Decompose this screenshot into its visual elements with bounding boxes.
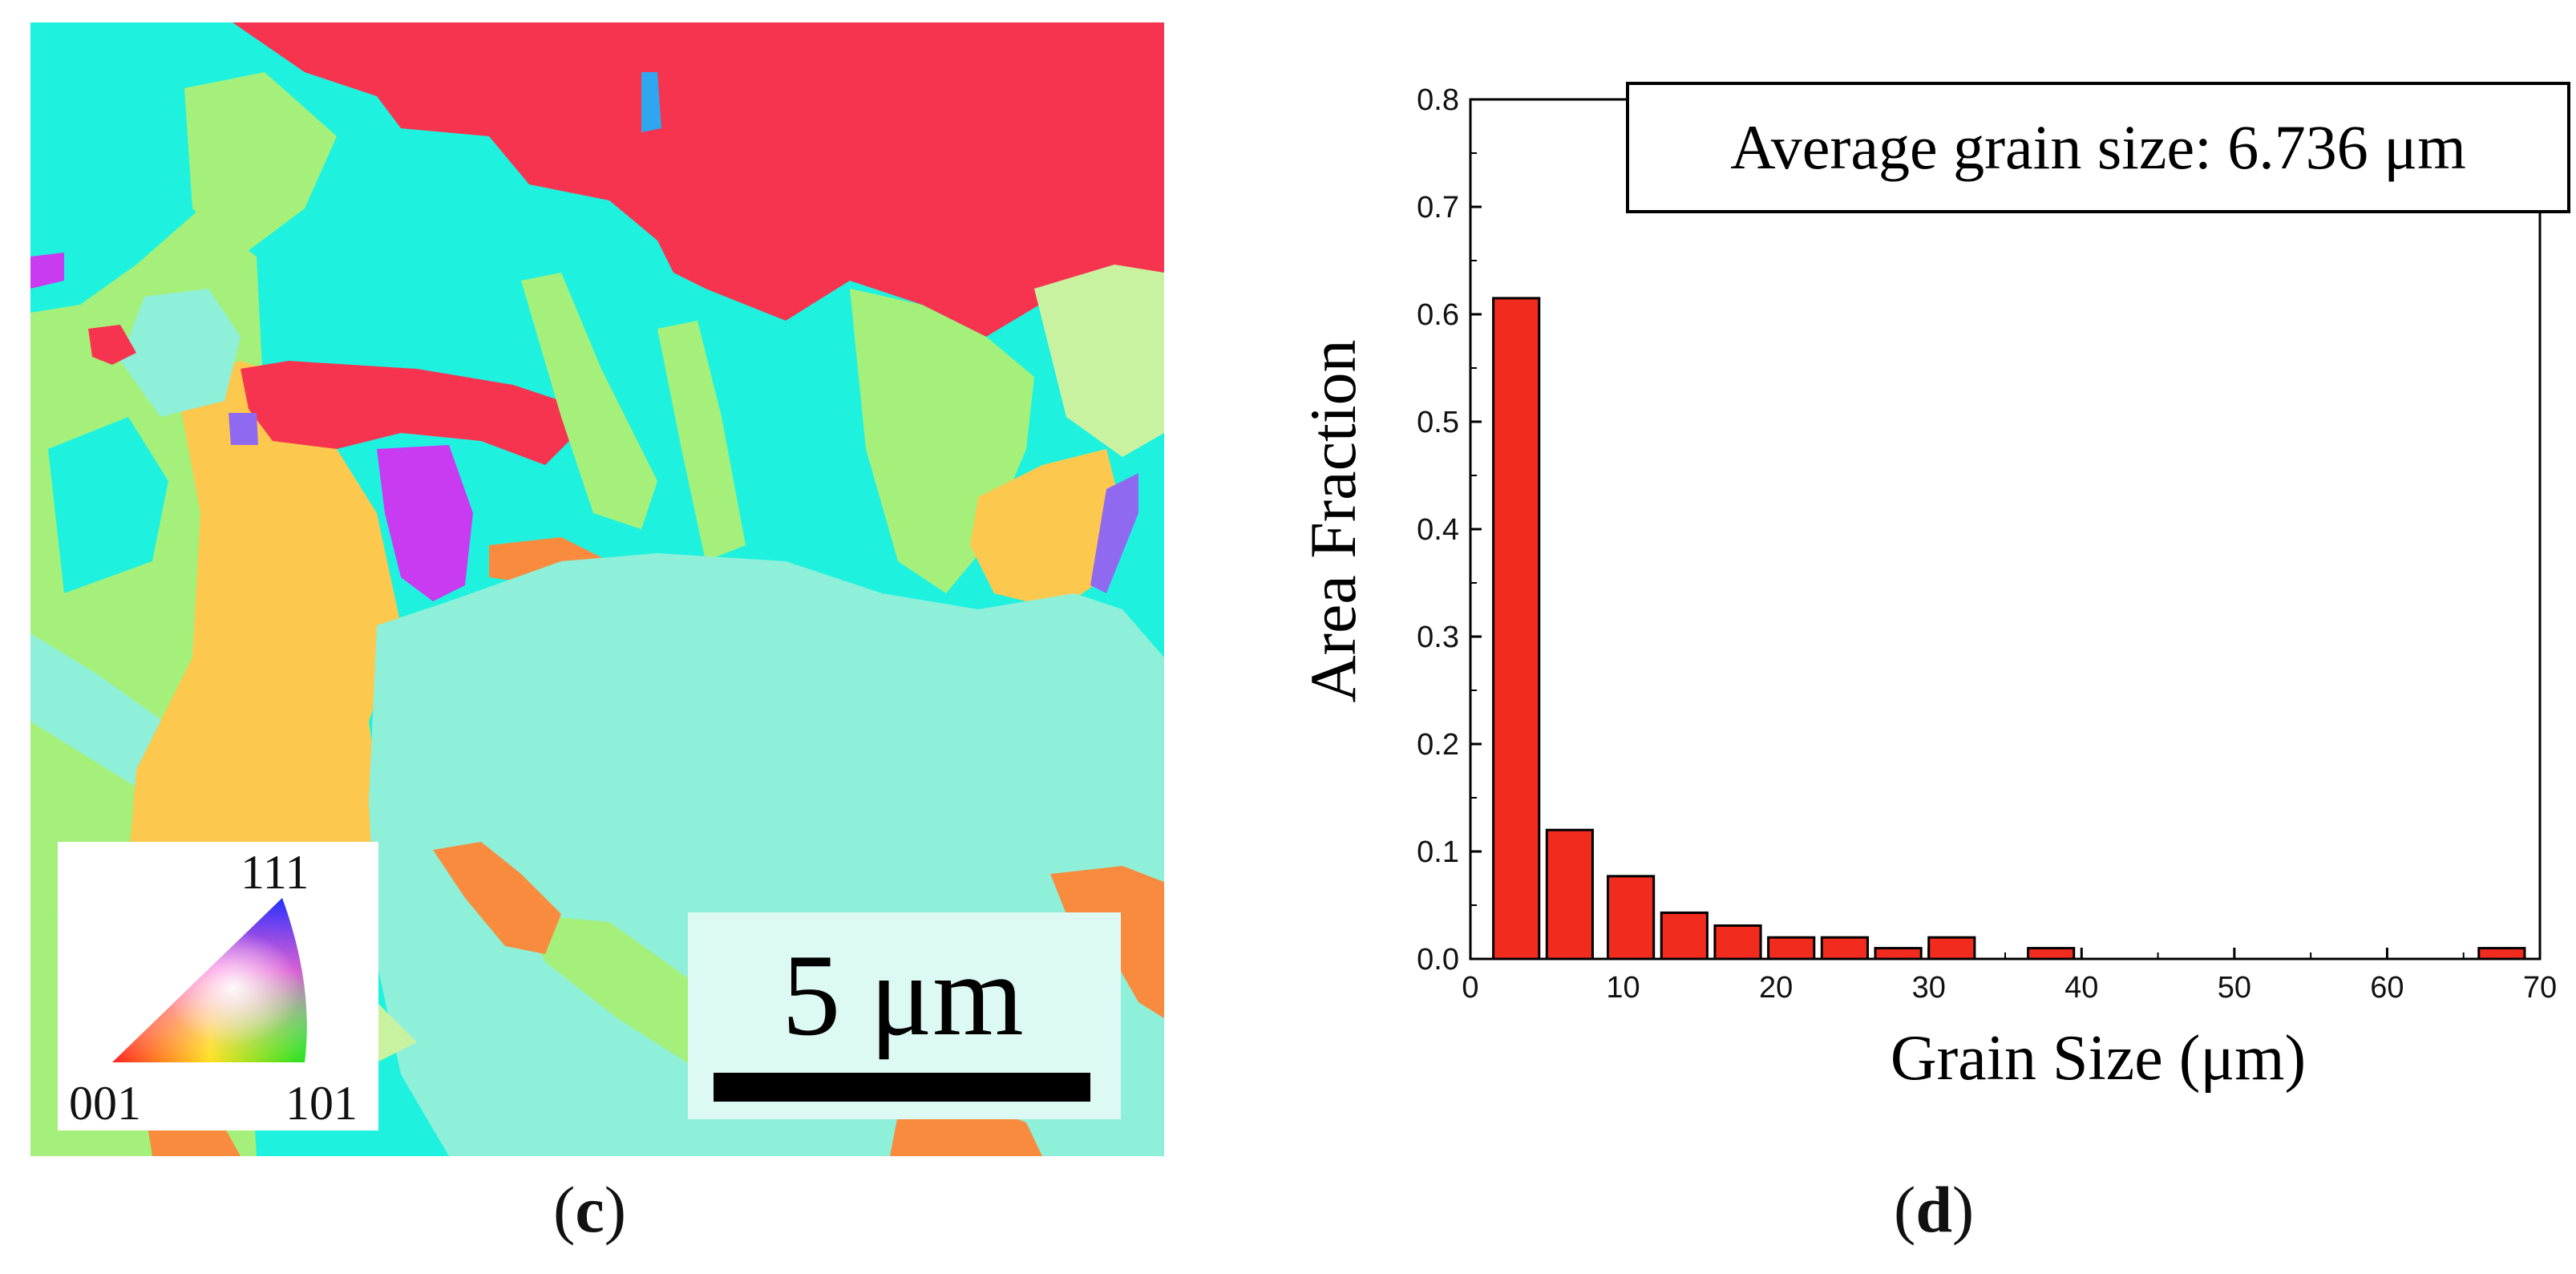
histogram-bar	[2477, 947, 2526, 961]
y-axis-ticks: 0.0 0.1 0.2 0.3 0.4 0.5 0.6 0.7 0.8	[1417, 83, 1482, 977]
y-tick-label: 0.2	[1417, 728, 1459, 762]
grain-magenta	[377, 445, 473, 601]
histogram-bar	[1820, 936, 1869, 961]
ipf-label-101: 101	[285, 1077, 358, 1130]
y-tick-label: 0.8	[1417, 83, 1459, 117]
scale-bar-line	[714, 1073, 1090, 1102]
plot-frame	[1469, 98, 2542, 961]
grain-cyan-island	[48, 417, 168, 593]
histogram-bar	[1874, 947, 1923, 961]
grain-copper-middle	[489, 537, 609, 585]
histogram-bar	[1607, 875, 1656, 961]
histogram-bar	[1660, 911, 1709, 961]
x-tick-label: 30	[1912, 971, 1946, 1005]
grain-orange-right	[970, 449, 1122, 609]
y-tick-label: 0.3	[1417, 621, 1459, 654]
x-axis-title: Grain Size (μm)	[1891, 1023, 2306, 1094]
histogram-bar	[1767, 936, 1816, 961]
grain-green-top	[184, 72, 337, 257]
histogram-bar	[2027, 947, 2076, 961]
y-tick-label: 0.4	[1417, 513, 1459, 547]
ipf-label-001: 001	[69, 1077, 141, 1130]
grain-blue-sliver	[641, 72, 661, 132]
histogram-bar	[1713, 924, 1762, 961]
ebsd-map-figure: 111 001 101 5 μm	[30, 22, 1164, 1156]
grain-yellow-green	[1034, 265, 1164, 457]
y-tick-label: 0.5	[1417, 406, 1459, 439]
grain-violet-right	[1090, 473, 1138, 593]
grain-green-column-2	[657, 321, 746, 561]
grain-orange-center	[128, 361, 401, 866]
ipf-label-111: 111	[241, 846, 309, 899]
grain-copper-bottom	[433, 842, 561, 954]
grain-magenta-edge	[30, 253, 64, 289]
x-tick-label: 20	[1759, 971, 1793, 1005]
grain-red-middle	[241, 361, 577, 465]
grain-red-spot	[88, 325, 136, 365]
ipf-legend: 111 001 101	[58, 842, 378, 1130]
scale-bar-label: 5 μm	[782, 930, 1023, 1060]
histogram-bar	[1492, 297, 1541, 961]
grain-red-top	[233, 22, 1164, 337]
x-tick-label: 10	[1606, 971, 1640, 1005]
y-tick-label: 0.7	[1417, 191, 1459, 224]
panel-d: 0.0 0.1 0.2 0.3 0.4 0.5 0.6 0.7 0.8 0 10 20 30 40 50 6…	[1203, 0, 2576, 1270]
histogram-bar	[1927, 936, 1976, 961]
panel-d-label: (d)	[1894, 1173, 1975, 1246]
x-tick-label: 40	[2064, 971, 2098, 1005]
x-tick-label: 70	[2523, 971, 2557, 1005]
average-annotation-box	[1626, 82, 2570, 213]
x-tick-label: 60	[2370, 971, 2404, 1005]
grain-size-chart: 0.0 0.1 0.2 0.3 0.4 0.5 0.6 0.7 0.8 0 10 20 30 40 50 6…	[1296, 82, 2570, 1094]
y-axis-title: Area Fraction	[1296, 339, 1369, 702]
histogram-bars	[1492, 297, 2526, 961]
y-tick-label: 0.1	[1417, 835, 1459, 869]
panel-c-label: (c)	[553, 1173, 627, 1246]
grain-green-column-1	[521, 273, 657, 529]
panel-c: 111 001 101 5 μm (c)	[0, 0, 1203, 1270]
average-grain-size-label: Average grain size: 6.736 μm	[1730, 112, 2466, 182]
histogram-bar	[1545, 828, 1594, 961]
x-tick-label: 0	[1462, 971, 1478, 1005]
y-tick-label: 0.6	[1417, 298, 1459, 332]
grain-violet-small	[228, 413, 258, 445]
grain-aqua-small	[120, 289, 241, 417]
y-tick-label: 0.0	[1417, 943, 1459, 977]
scale-bar: 5 μm	[688, 912, 1121, 1119]
x-tick-label: 50	[2218, 971, 2251, 1005]
